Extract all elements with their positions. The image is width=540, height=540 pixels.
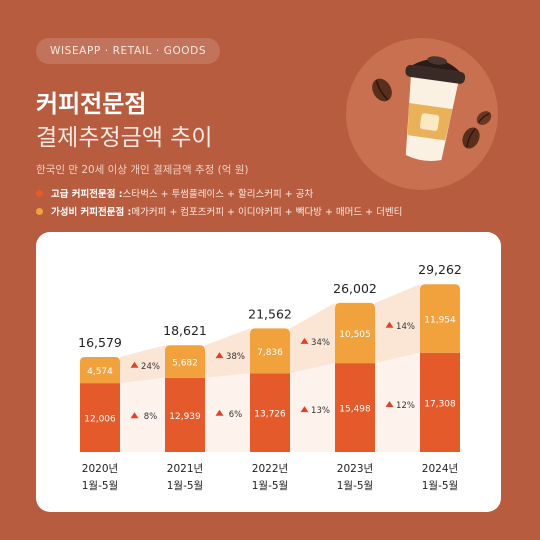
growth-label-premium: 6%: [229, 410, 243, 420]
data-label-premium: 15,498: [339, 405, 371, 415]
growth-label-value: 34%: [311, 338, 330, 348]
coffee-bean-icon: [462, 127, 480, 149]
up-triangle-icon: [215, 352, 224, 359]
legend-items-premium: 스타벅스 + 투썸플레이스 + 할리스커피 + 공차: [122, 189, 314, 200]
data-label-value: 7,836: [257, 348, 283, 358]
coffee-bean-icon: [476, 111, 492, 125]
total-label: 21,562: [248, 306, 292, 321]
x-tick-label: 2021년: [167, 463, 203, 475]
legend-row-value: 가성비 커피전문점 : 메가커피 + 컴포즈커피 + 이디야커피 + 빽다방 +…: [36, 202, 402, 220]
coffee-bean-icon: [372, 78, 392, 102]
growth-label-premium: 13%: [311, 406, 330, 416]
up-triangle-icon: [385, 400, 394, 407]
band-premium: [120, 377, 165, 452]
bar-value: [165, 345, 205, 378]
title-bold: 커피전문점: [36, 90, 147, 118]
band-premium: [290, 363, 335, 452]
bar-premium: [165, 377, 205, 452]
x-tick-label: 2022년: [252, 463, 288, 475]
data-label-premium: 13,726: [254, 410, 286, 420]
data-label-premium: 17,308: [424, 399, 456, 409]
x-tick-label: 2023년: [337, 463, 373, 475]
cup-icon: [405, 56, 466, 162]
up-triangle-icon: [300, 337, 309, 344]
data-label-value: 10,505: [339, 330, 371, 340]
legend-key-premium: 고급 커피전문점 :: [51, 189, 123, 200]
x-tick-label: 1월-5월: [167, 480, 203, 492]
growth-label-value: 24%: [141, 362, 160, 372]
data-label-premium: 12,006: [84, 415, 116, 425]
legend-row-premium: 고급 커피전문점 : 스타벅스 + 투썸플레이스 + 할리스커피 + 공차: [36, 184, 402, 202]
band-premium: [375, 352, 420, 452]
data-label-value: 11,954: [424, 315, 456, 325]
bar-premium: [420, 352, 460, 452]
bar-premium: [80, 383, 120, 452]
growth-label-premium: 8%: [144, 412, 158, 422]
chart-card: 12,006 4,574 16,579 2020년 1월-5월 12,939 5,682 18…: [36, 232, 501, 512]
band-value: [205, 328, 250, 378]
brand-pill: WISEAPP · RETAIL · GOODS: [36, 38, 221, 64]
bar-value: [250, 328, 290, 374]
legend: 고급 커피전문점 : 스타벅스 + 투썸플레이스 + 할리스커피 + 공차 가성…: [36, 184, 402, 220]
title-light: 결제추정금액 추이: [36, 125, 213, 151]
up-triangle-icon: [300, 406, 309, 413]
band-value: [375, 284, 420, 364]
legend-dot-premium: [36, 189, 43, 197]
stacked-bar-chart: 12,006 4,574 16,579 2020년 1월-5월 12,939 5,682 18…: [78, 262, 462, 492]
legend-items-value: 메가커피 + 컴포즈커피 + 이디야커피 + 빽다방 + 매머드 + 더벤티: [131, 207, 403, 218]
bar-value: [420, 284, 460, 353]
legend-dot-value: [36, 207, 43, 215]
x-tick-label: 1월-5월: [82, 480, 118, 492]
band-value: [290, 302, 335, 374]
growth-label-value: 14%: [396, 322, 415, 332]
x-tick-label: 1월-5월: [422, 480, 458, 492]
total-label: 29,262: [418, 262, 462, 277]
x-tick-label: 2024년: [422, 463, 458, 475]
growth-label-premium: 12%: [396, 401, 415, 411]
bar-value: [335, 302, 375, 364]
up-triangle-icon: [385, 321, 394, 328]
x-tick-label: 1월-5월: [337, 480, 373, 492]
up-triangle-icon: [130, 412, 139, 419]
total-label: 16,579: [78, 335, 122, 350]
growth-label-value: 38%: [226, 352, 245, 362]
data-label-value: 4,574: [87, 367, 113, 377]
x-tick-label: 2020년: [82, 463, 118, 475]
up-triangle-icon: [130, 361, 139, 368]
bar-premium: [335, 363, 375, 452]
band-value: [120, 345, 165, 384]
up-triangle-icon: [215, 409, 224, 416]
subtitle: 한국인 만 20세 이상 개인 결제금액 추정 (억 원): [36, 164, 249, 176]
band-premium: [205, 373, 250, 452]
data-label-premium: 12,939: [169, 412, 201, 422]
x-tick-label: 1월-5월: [252, 480, 288, 492]
bar-value: [80, 356, 120, 384]
bar-premium: [250, 373, 290, 452]
legend-key-value: 가성비 커피전문점 :: [51, 207, 132, 218]
total-label: 18,621: [163, 323, 207, 338]
data-label-value: 5,682: [172, 359, 198, 369]
coffee-cup-illustration: [372, 56, 492, 162]
total-label: 26,002: [333, 281, 377, 296]
